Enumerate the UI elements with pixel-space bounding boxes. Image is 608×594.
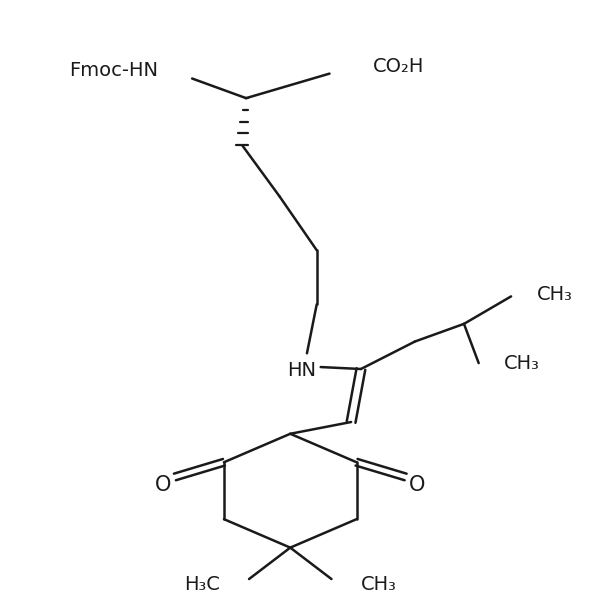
Text: HN: HN (288, 362, 317, 381)
Text: CH₃: CH₃ (361, 576, 397, 594)
Text: H₃C: H₃C (184, 576, 219, 594)
Text: CH₃: CH₃ (537, 285, 573, 304)
Text: O: O (155, 475, 171, 495)
Text: O: O (409, 475, 426, 495)
Text: Fmoc-HN: Fmoc-HN (69, 61, 158, 80)
Text: CO₂H: CO₂H (373, 57, 424, 76)
Text: CH₃: CH₃ (504, 353, 540, 372)
